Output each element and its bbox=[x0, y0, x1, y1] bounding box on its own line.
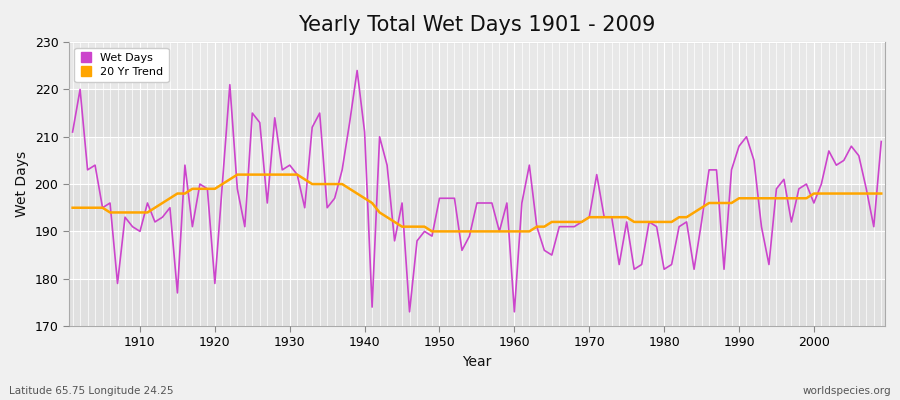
20 Yr Trend bbox=[68, 205, 78, 210]
Wet Days bbox=[68, 130, 78, 134]
20 Yr Trend bbox=[344, 186, 355, 191]
Legend: Wet Days, 20 Yr Trend: Wet Days, 20 Yr Trend bbox=[75, 48, 168, 82]
20 Yr Trend bbox=[127, 210, 138, 215]
Wet Days bbox=[127, 224, 138, 229]
Bar bbox=[68, 90, 885, 137]
Bar bbox=[68, 42, 885, 90]
Wet Days bbox=[614, 262, 625, 267]
Line: 20 Yr Trend: 20 Yr Trend bbox=[73, 175, 881, 231]
Bar bbox=[68, 137, 885, 184]
20 Yr Trend bbox=[300, 177, 310, 182]
20 Yr Trend bbox=[614, 215, 625, 220]
Bar bbox=[68, 184, 885, 231]
Wet Days bbox=[517, 200, 527, 205]
Bar bbox=[68, 279, 885, 326]
Wet Days bbox=[352, 68, 363, 73]
X-axis label: Year: Year bbox=[463, 355, 491, 369]
20 Yr Trend bbox=[524, 229, 535, 234]
20 Yr Trend bbox=[517, 229, 527, 234]
Line: Wet Days: Wet Days bbox=[73, 70, 881, 312]
Text: Latitude 65.75 Longitude 24.25: Latitude 65.75 Longitude 24.25 bbox=[9, 386, 174, 396]
Wet Days bbox=[524, 163, 535, 168]
Wet Days bbox=[404, 310, 415, 314]
Title: Yearly Total Wet Days 1901 - 2009: Yearly Total Wet Days 1901 - 2009 bbox=[298, 15, 655, 35]
Text: worldspecies.org: worldspecies.org bbox=[803, 386, 891, 396]
20 Yr Trend bbox=[427, 229, 437, 234]
Wet Days bbox=[337, 168, 347, 172]
20 Yr Trend bbox=[232, 172, 243, 177]
Wet Days bbox=[292, 172, 302, 177]
Wet Days bbox=[876, 139, 886, 144]
20 Yr Trend bbox=[876, 191, 886, 196]
Bar bbox=[68, 231, 885, 279]
Y-axis label: Wet Days: Wet Days bbox=[15, 151, 29, 217]
